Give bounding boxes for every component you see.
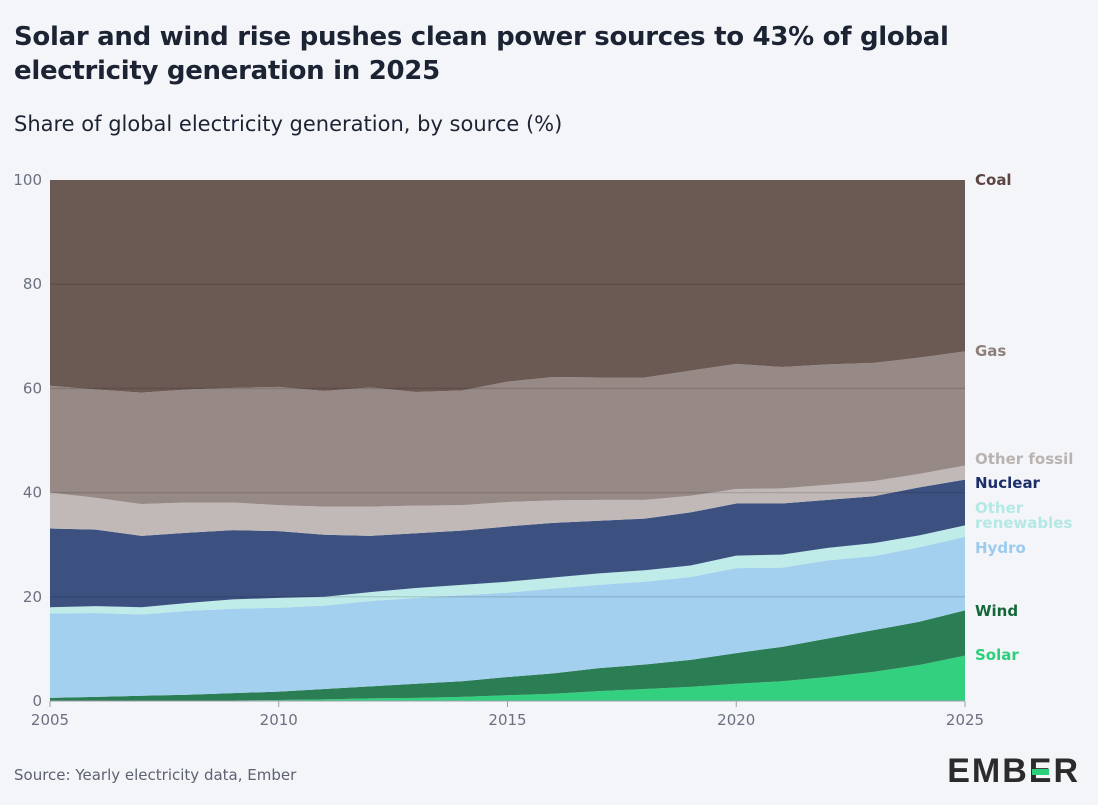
y-tick-label: 100 [13,171,42,189]
ember-logo: EMBER [947,752,1080,790]
label-other-fossil: Other fossil [975,450,1073,468]
label-other-renewables: Other renewables [975,499,1072,532]
y-tick-label: 40 [23,484,42,502]
y-tick-label: 60 [23,379,42,397]
x-tick-label: 2025 [946,711,984,729]
y-tick-label: 0 [32,692,42,710]
area-other-fossil [50,465,965,536]
label-coal: Coal [975,171,1012,189]
area-gas [50,351,965,507]
label-nuclear: Nuclear [975,474,1041,492]
chart-title: Solar and wind rise pushes clean power s… [14,22,949,86]
label-hydro: Hydro [975,539,1026,557]
x-tick-label: 2015 [488,711,526,729]
chart-subtitle: Share of global electricity generation, … [14,112,563,136]
label-gas: Gas [975,342,1006,360]
x-tick-label: 2010 [260,711,298,729]
area-solar [50,655,965,701]
label-solar: Solar [975,646,1019,664]
y-tick-label: 80 [23,275,42,293]
area-nuclear [50,479,965,608]
area-coal [50,180,965,393]
x-tick-label: 2020 [717,711,755,729]
label-wind: Wind [975,602,1018,620]
x-tick-label: 2005 [31,711,69,729]
y-tick-label: 20 [23,588,42,606]
source-note: Source: Yearly electricity data, Ember [14,766,297,784]
area-wind [50,610,965,701]
area-hydro [50,536,965,698]
